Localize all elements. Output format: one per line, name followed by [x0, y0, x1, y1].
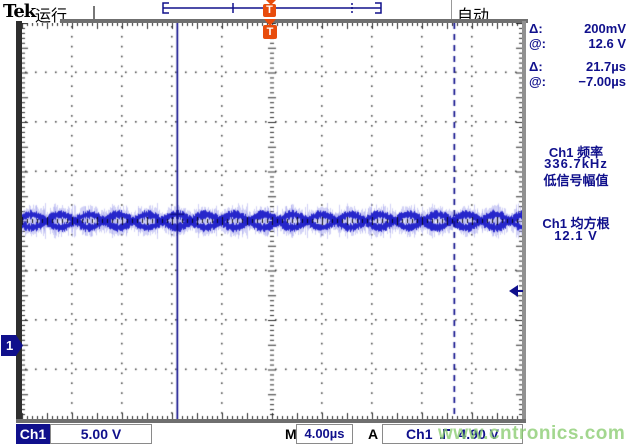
timebase-label: M [285, 426, 297, 442]
cursor-at-voltage-label: @: [529, 36, 547, 51]
trigger-readout[interactable]: Ch1 4.90 V [382, 424, 523, 444]
graticule-border-top [60, 19, 528, 23]
channel1-volts-per-div[interactable]: 5.00 V [50, 424, 152, 444]
channel1-ground-marker[interactable]: 1 [1, 335, 23, 356]
cursor-at-voltage: @: 12.6 V [529, 36, 626, 51]
trigger-source: Ch1 [406, 426, 433, 442]
run-status: 运行 [35, 8, 68, 25]
trigger-point-icon[interactable] [264, 19, 276, 26]
trigger-level-arrow-tail [517, 290, 523, 292]
timebase-value[interactable]: 4.00µs [296, 424, 353, 444]
cursor-at-time: @: −7.00µs [529, 74, 626, 89]
waveform-canvas [22, 23, 522, 419]
rising-edge-icon [440, 429, 451, 439]
cursor-at-time-label: @: [529, 74, 547, 89]
graticule-border-right [522, 21, 526, 419]
cursor-delta-time-value: 21.7µs [585, 59, 626, 74]
graticule-border-bottom [16, 419, 526, 423]
graticule-border-left [16, 21, 22, 423]
trigger-point-icon-label[interactable]: T [263, 25, 277, 39]
measurement2-source: Ch1 均方根 [542, 216, 610, 231]
trigger-position-icon[interactable] [266, 0, 276, 5]
cursor-delta-voltage-label: Δ: [529, 21, 543, 36]
trigger-level-arrow-icon[interactable] [509, 285, 518, 297]
measurement1-value: 336.7kHz [544, 156, 608, 171]
cursor-delta-voltage-value: 200mV [584, 21, 626, 36]
cursor-delta-time-label: Δ: [529, 59, 543, 74]
cursor-at-time-value: −7.00µs [578, 74, 626, 89]
cursor-delta-time: Δ: 21.7µs [529, 59, 626, 74]
cursor-delta-voltage: Δ: 200mV [529, 21, 626, 36]
cursor-at-voltage-value: 12.6 V [588, 36, 626, 51]
watermark: www.cntronics.com [438, 423, 626, 444]
topbar-separator [93, 6, 95, 21]
measurement2-value: 12.1 V [554, 228, 598, 243]
trigger-position-icon-label[interactable]: T [263, 4, 276, 17]
tek-logo: Tek [3, 1, 36, 22]
trigger-type-label: A [368, 426, 379, 442]
measurement1-qualifier: 低信号幅值 [543, 173, 609, 188]
channel1-badge[interactable]: Ch1 [16, 424, 50, 444]
topbar-separator-right [451, 0, 452, 20]
trigger-level-value: 4.90 V [458, 426, 499, 442]
measurement1-source: Ch1 频率 [548, 145, 604, 160]
